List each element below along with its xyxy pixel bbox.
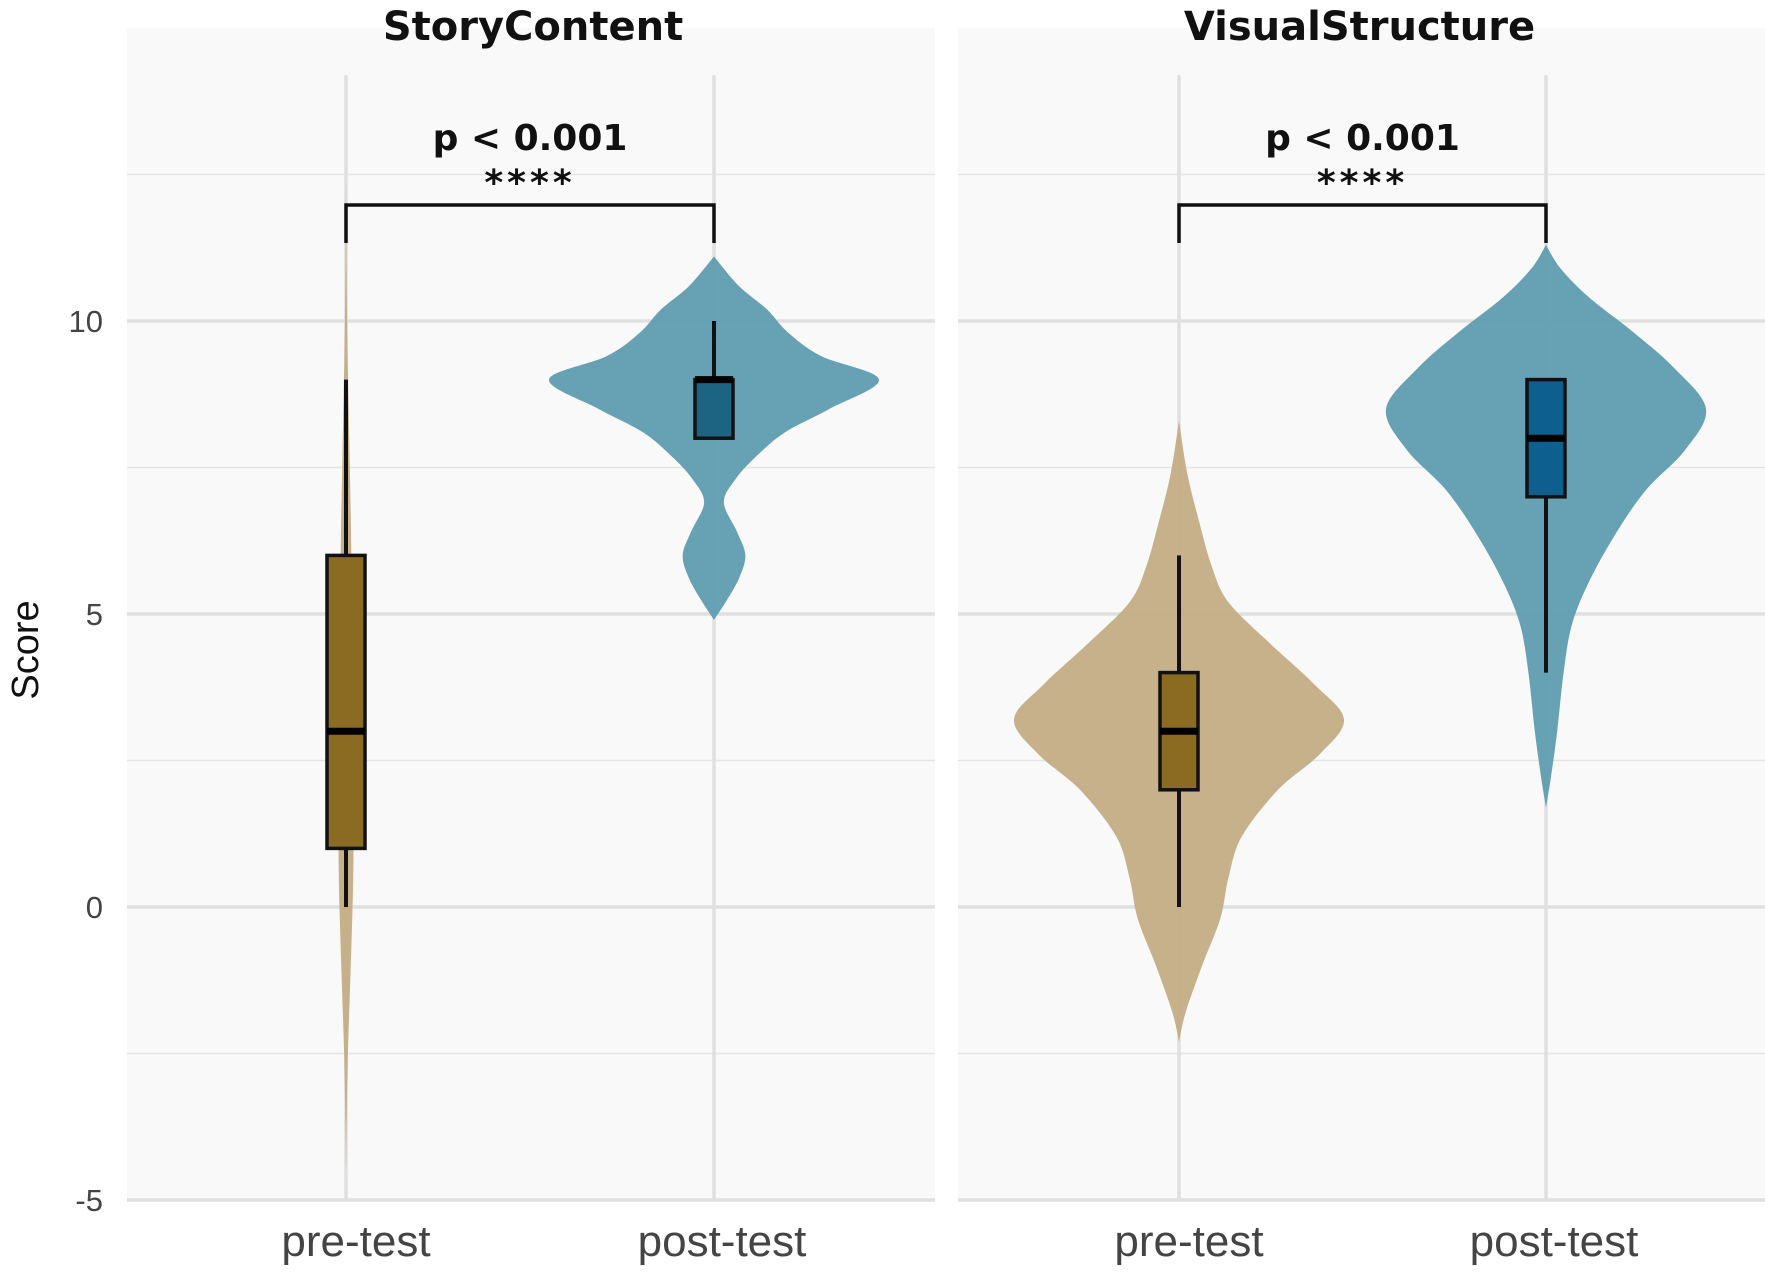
- p-value-label: p < 0.001: [1265, 118, 1460, 159]
- x-tick-label: pre-test: [1114, 1217, 1263, 1266]
- box-pre-test: [325, 553, 367, 851]
- p-value-label: p < 0.001: [433, 118, 628, 159]
- x-tick-label: pre-test: [281, 1217, 430, 1266]
- y-tick-label: 5: [86, 597, 103, 632]
- panel-title: VisualStructure: [1184, 4, 1535, 50]
- x-tick-label: post-test: [1470, 1217, 1639, 1266]
- significance-stars: ****: [1317, 163, 1408, 204]
- y-tick-label: 0: [86, 890, 103, 925]
- y-tick-label: -5: [75, 1183, 103, 1218]
- significance-stars: ****: [484, 163, 575, 204]
- box-post-test: [693, 377, 735, 440]
- panel-StoryContent: StoryContent pre-test post-test p < 0.001**…: [127, 4, 935, 1266]
- significance-bracket: [1177, 203, 1548, 243]
- panel-VisualStructure: VisualStructure pre-test post-test p < 0.00…: [958, 4, 1765, 1266]
- panel-title: StoryContent: [383, 4, 683, 50]
- x-tick-label: post-test: [638, 1217, 807, 1266]
- y-axis-title: Score: [5, 600, 47, 699]
- y-axis: Score -5 0 5 10: [5, 304, 103, 1218]
- y-tick-label: 10: [69, 304, 103, 339]
- significance-bracket: [344, 203, 716, 243]
